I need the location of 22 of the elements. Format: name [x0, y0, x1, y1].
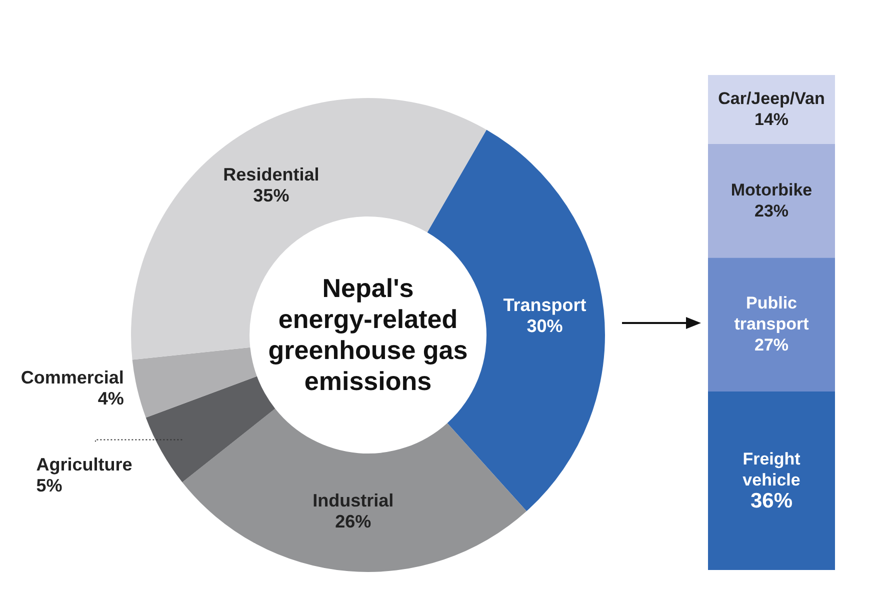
- bar: [708, 391, 835, 570]
- data-label: 5%: [36, 476, 62, 496]
- series-label: Motorbike: [730, 180, 812, 200]
- data-label: 26%: [335, 512, 372, 532]
- slice-label: Residential: [223, 164, 320, 184]
- data-label: 27%: [754, 336, 789, 355]
- slice-label: Industrial: [312, 490, 394, 511]
- series-label: Freight vehicle: [742, 450, 801, 490]
- series-label: Public transport: [734, 294, 810, 334]
- data-label: 36%: [750, 490, 793, 513]
- series-label: Car/Jeep/Van: [718, 88, 825, 108]
- slice-label: Commercial: [20, 368, 124, 388]
- data-label: 14%: [754, 110, 789, 129]
- data-label: 23%: [754, 201, 789, 220]
- data-label: 30%: [526, 316, 563, 336]
- slice-label: Transport: [503, 294, 586, 315]
- bar: [708, 258, 835, 392]
- text: Nepal's energy-related greenhouse gas emissions: [268, 273, 468, 396]
- slice-label: Agriculture: [36, 454, 132, 475]
- bar: [708, 144, 835, 258]
- data-label: 35%: [253, 185, 290, 206]
- data-label: 4%: [98, 388, 124, 409]
